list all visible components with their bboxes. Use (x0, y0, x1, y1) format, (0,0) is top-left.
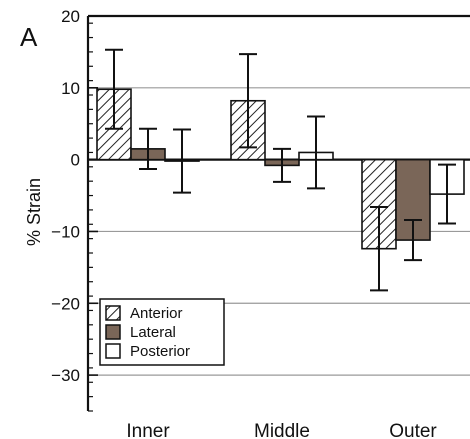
legend-swatch-posterior (105, 343, 121, 359)
legend-label-posterior: Posterior (130, 343, 190, 360)
y-tick-label: 20 (61, 7, 80, 26)
y-axis-title: % Strain (24, 178, 44, 246)
y-tick-label: 0 (71, 151, 80, 170)
x-category-label: Inner (126, 421, 170, 439)
legend-label-lateral: Lateral (130, 324, 176, 341)
y-tick-label: −20 (51, 294, 80, 313)
legend-label-anterior: Anterior (130, 305, 183, 322)
legend-swatch-anterior (105, 305, 121, 321)
x-category-label: Middle (254, 421, 310, 439)
y-tick-label: 10 (61, 79, 80, 98)
x-category-label: Outer (389, 421, 437, 439)
x-axis-labels: Inner Middle Outer (126, 421, 437, 439)
legend-swatch-lateral (105, 324, 121, 340)
y-tick-label: −10 (51, 222, 80, 241)
error-bars (105, 48, 456, 292)
y-tick-label: −30 (51, 366, 80, 385)
panel-label: A (20, 22, 38, 52)
y-axis: 20 10 0 −10 −20 −30 (51, 7, 470, 412)
legend: Anterior Lateral Posterior (99, 298, 225, 366)
